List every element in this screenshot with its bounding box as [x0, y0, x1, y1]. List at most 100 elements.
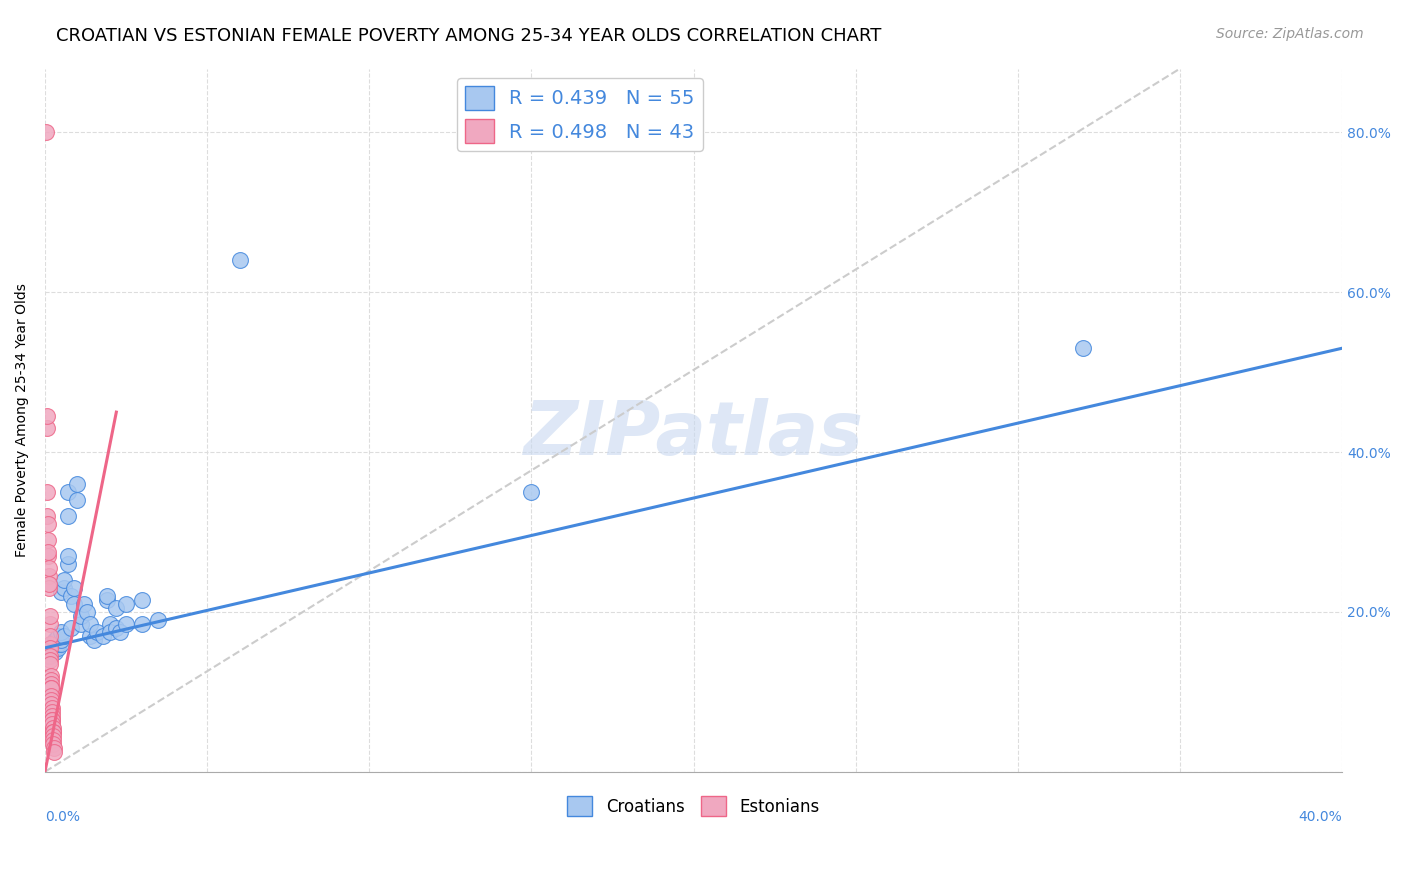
Point — [56, 549, 79, 563]
Point — [37, 545, 59, 559]
Point — [520, 485, 543, 500]
Point — [53, 573, 76, 587]
Point — [98, 624, 121, 639]
Point — [41, 708, 63, 723]
Point — [131, 616, 153, 631]
Point — [59, 621, 82, 635]
Point — [108, 624, 131, 639]
Point — [35, 409, 58, 423]
Text: 0.0%: 0.0% — [45, 810, 80, 824]
Point — [69, 616, 91, 631]
Point — [98, 616, 121, 631]
Point — [105, 600, 128, 615]
Point — [73, 597, 96, 611]
Point — [38, 608, 60, 623]
Point — [37, 516, 59, 531]
Point — [115, 597, 138, 611]
Point — [66, 477, 89, 491]
Point — [38, 569, 60, 583]
Point — [35, 421, 58, 435]
Point — [96, 593, 118, 607]
Point — [41, 689, 63, 703]
Text: Source: ZipAtlas.com: Source: ZipAtlas.com — [1216, 27, 1364, 41]
Point — [38, 561, 60, 575]
Point — [42, 724, 65, 739]
Point — [42, 729, 65, 743]
Point — [41, 700, 63, 714]
Point — [39, 640, 62, 655]
Point — [41, 681, 63, 695]
Point — [38, 581, 60, 595]
Text: 40.0%: 40.0% — [1299, 810, 1343, 824]
Legend: Croatians, Estonians: Croatians, Estonians — [561, 789, 827, 823]
Point — [56, 508, 79, 523]
Point — [42, 724, 65, 739]
Point — [51, 637, 73, 651]
Y-axis label: Female Poverty Among 25-34 Year Olds: Female Poverty Among 25-34 Year Olds — [15, 283, 30, 557]
Point — [37, 485, 59, 500]
Point — [53, 581, 76, 595]
Point — [37, 549, 59, 563]
Point — [51, 585, 73, 599]
Point — [148, 613, 170, 627]
Point — [79, 616, 101, 631]
Point — [38, 637, 60, 651]
Point — [38, 629, 60, 643]
Point — [63, 597, 86, 611]
Point — [51, 632, 73, 647]
Point — [41, 713, 63, 727]
Point — [39, 677, 62, 691]
Point — [41, 705, 63, 719]
Point — [46, 629, 69, 643]
Point — [42, 745, 65, 759]
Point — [44, 637, 66, 651]
Point — [37, 648, 59, 663]
Point — [37, 533, 59, 547]
Point — [79, 629, 101, 643]
Point — [53, 629, 76, 643]
Point — [38, 616, 60, 631]
Point — [42, 721, 65, 735]
Text: ZIPatlas: ZIPatlas — [523, 398, 863, 471]
Point — [42, 732, 65, 747]
Point — [63, 581, 86, 595]
Point — [39, 648, 62, 663]
Point — [46, 640, 69, 655]
Point — [41, 693, 63, 707]
Point — [44, 640, 66, 655]
Point — [41, 640, 63, 655]
Point — [39, 669, 62, 683]
Point — [59, 589, 82, 603]
Point — [38, 577, 60, 591]
Point — [41, 716, 63, 731]
Point — [131, 593, 153, 607]
Point — [39, 681, 62, 695]
Point — [69, 608, 91, 623]
Point — [56, 485, 79, 500]
Point — [105, 621, 128, 635]
Point — [56, 557, 79, 571]
Point — [39, 653, 62, 667]
Point — [46, 632, 69, 647]
Point — [44, 645, 66, 659]
Point — [37, 508, 59, 523]
Point — [228, 253, 250, 268]
Point — [44, 632, 66, 647]
Point — [96, 589, 118, 603]
Point — [41, 643, 63, 657]
Point — [41, 713, 63, 727]
Point — [66, 493, 89, 508]
Point — [39, 657, 62, 671]
Point — [86, 624, 108, 639]
Point — [115, 616, 138, 631]
Point — [1071, 341, 1094, 355]
Point — [42, 740, 65, 755]
Point — [37, 645, 59, 659]
Point — [46, 637, 69, 651]
Point — [35, 125, 58, 139]
Text: CROATIAN VS ESTONIAN FEMALE POVERTY AMONG 25-34 YEAR OLDS CORRELATION CHART: CROATIAN VS ESTONIAN FEMALE POVERTY AMON… — [56, 27, 882, 45]
Point — [76, 605, 98, 619]
Point — [41, 637, 63, 651]
Point — [39, 673, 62, 687]
Point — [41, 647, 63, 661]
